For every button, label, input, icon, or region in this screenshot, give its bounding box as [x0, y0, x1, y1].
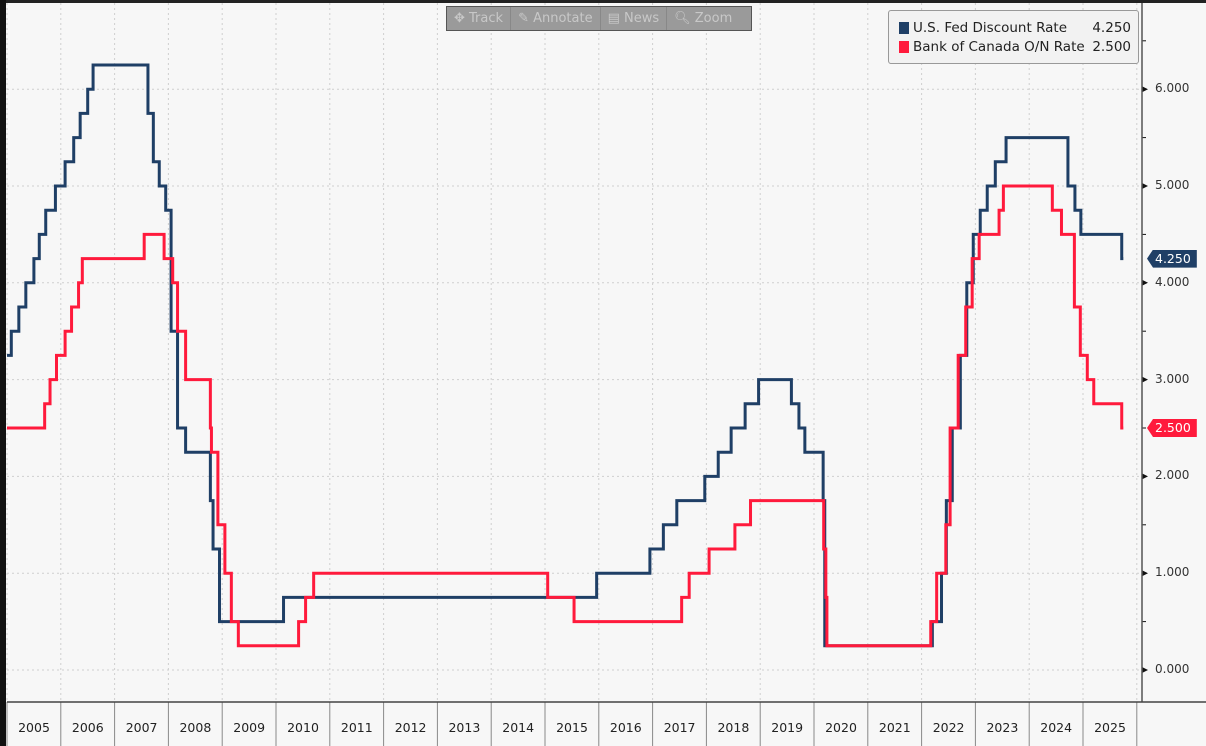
- y-tick-label: 6.000: [1155, 81, 1190, 96]
- left-border: [0, 0, 6, 746]
- x-tick-label: 2016: [609, 720, 642, 735]
- x-tick-label: 2020: [825, 720, 857, 735]
- boc-last-value-tag: 2.500: [1147, 419, 1197, 437]
- crosshair-icon: ✥: [454, 11, 470, 26]
- y-tick-mark: [1142, 86, 1148, 93]
- y-tick-mark: [1142, 279, 1148, 286]
- y-tick-mark: [1142, 183, 1148, 189]
- fed-swatch-icon: [899, 22, 909, 34]
- y-tick-mark: [1142, 376, 1148, 383]
- legend: U.S. Fed Discount Rate 4.250 Bank of Can…: [888, 10, 1139, 64]
- annotate-button[interactable]: ✎ Annotate: [511, 7, 601, 30]
- track-button[interactable]: ✥ Track: [447, 7, 512, 30]
- x-tick-label: 2013: [448, 720, 481, 735]
- x-tick-label: 2008: [179, 720, 212, 735]
- x-tick-label: 2018: [717, 720, 750, 735]
- top-border: [6, 0, 1206, 3]
- y-tick-mark: [1142, 667, 1148, 673]
- legend-entry-fed[interactable]: U.S. Fed Discount Rate 4.250: [899, 20, 1131, 36]
- y-tick-label: 1.000: [1155, 565, 1190, 580]
- y-tick-mark: [1142, 570, 1148, 577]
- legend-entry-boc[interactable]: Bank of Canada O/N Rate 2.500: [899, 39, 1131, 55]
- x-tick-label: 2023: [986, 720, 1019, 735]
- x-tick-label: 2015: [556, 720, 588, 735]
- x-tick-label: 2014: [502, 720, 535, 735]
- y-tick-label: 2.000: [1155, 468, 1190, 483]
- y-tick-label: 5.000: [1155, 178, 1190, 192]
- x-tick-label: 2006: [71, 720, 104, 735]
- x-tick-label: 2011: [340, 720, 373, 735]
- y-tick-mark: [1142, 473, 1148, 480]
- x-tick-label: 2007: [125, 720, 158, 735]
- x-tick-label: 2019: [771, 720, 804, 735]
- y-tick-label: 0.000: [1155, 662, 1190, 676]
- fed-last-value-tag: 4.250: [1147, 249, 1197, 268]
- boc-swatch-icon: [899, 41, 909, 53]
- x-tick-label: 2022: [932, 720, 965, 735]
- x-tick-label: 2005: [18, 720, 50, 735]
- news-button[interactable]: ▤ News: [601, 7, 668, 30]
- x-tick-label: 2012: [394, 720, 427, 735]
- magnifier-icon: 🔍︎: [674, 11, 695, 26]
- x-tick-label: 2009: [233, 720, 266, 735]
- pencil-icon: ✎: [518, 11, 534, 26]
- zoom-button[interactable]: 🔍︎ Zoom: [674, 11, 733, 26]
- y-tick-label: 3.000: [1155, 371, 1190, 386]
- plot-background: [7, 3, 1142, 702]
- boc-rate-line: [7, 184, 1124, 648]
- news-icon: ▤: [607, 11, 624, 26]
- x-tick-label: 2025: [1094, 720, 1126, 735]
- x-tick-label: 2017: [663, 720, 696, 735]
- x-tick-label: 2021: [878, 720, 911, 735]
- x-tick-label: 2010: [287, 720, 319, 735]
- chart-toolbar: ✥ Track ✎ Annotate ▤ News 🔍︎ Zoom: [446, 6, 752, 31]
- x-tick-label: 2024: [1040, 720, 1073, 735]
- y-tick-label: 4.000: [1155, 274, 1190, 289]
